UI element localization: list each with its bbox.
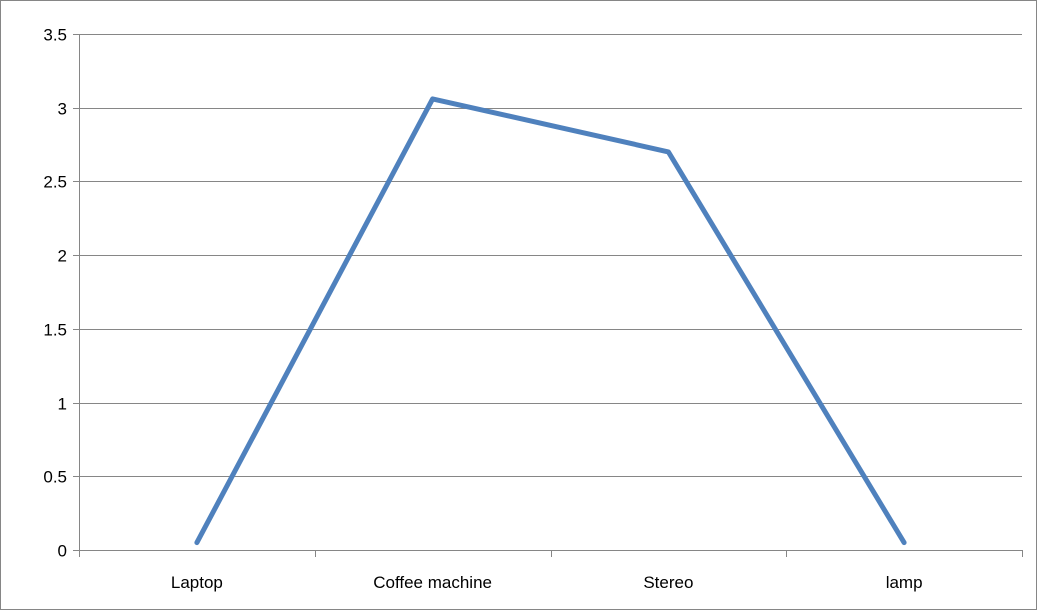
x-axis-tick-labels: Laptop Coffee machine Stereo lamp: [171, 573, 923, 592]
y-tick-label: 2: [58, 247, 67, 266]
x-tick-label: Laptop: [171, 573, 223, 592]
y-tick-label: 3: [58, 100, 67, 119]
x-tick-label: Coffee machine: [373, 573, 492, 592]
series-line: [194, 96, 907, 546]
x-tick-label: lamp: [886, 573, 923, 592]
y-tick-label: 1: [58, 395, 67, 414]
y-tick-label: 0.5: [43, 468, 67, 487]
series-layer: [194, 96, 907, 546]
axes: [73, 34, 1023, 557]
y-tick-label: 3.5: [43, 26, 67, 45]
y-tick-label: 0: [58, 542, 67, 561]
gridlines: [79, 34, 1022, 477]
y-axis-tick-labels: 0 0.5 1 1.5 2 2.5 3 3.5: [43, 26, 67, 561]
x-tick-label: Stereo: [643, 573, 693, 592]
y-tick-label: 2.5: [43, 173, 67, 192]
y-tick-label: 1.5: [43, 321, 67, 340]
